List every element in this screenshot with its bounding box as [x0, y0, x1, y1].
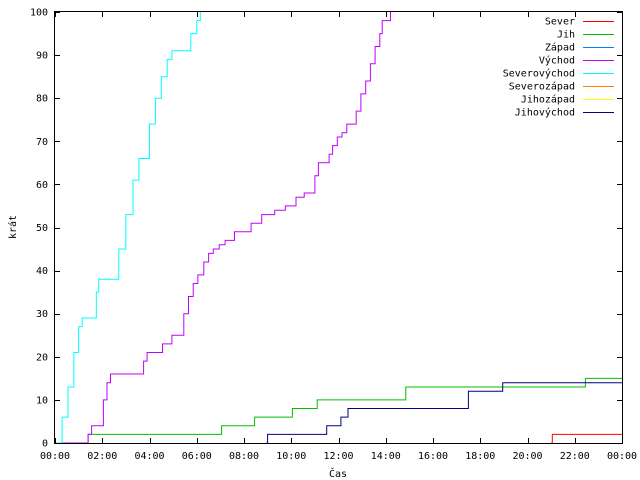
y-tick-label: 90: [36, 51, 48, 62]
y-tick-label: 30: [36, 309, 48, 320]
y-tick-label: 70: [36, 137, 48, 148]
legend-label: Jih: [557, 30, 575, 41]
legend-label: Severozápad: [509, 81, 575, 93]
x-tick-label: 12:00: [323, 451, 353, 462]
legend-label: Jihozápad: [521, 94, 575, 106]
series-line-východ: [55, 12, 391, 444]
series-layer: [55, 12, 622, 444]
legend: Sever JihZápadVýchodSeverovýchodSeverozáp…: [503, 17, 614, 119]
y-tick-label: 40: [36, 266, 48, 277]
x-tick-label: 16:00: [418, 451, 448, 462]
y-axis-label: krát: [7, 215, 19, 239]
y-tick-label: 100: [30, 8, 48, 19]
x-tick-label: 18:00: [465, 451, 495, 462]
y-tick-label: 20: [36, 352, 48, 363]
x-tick-label: 08:00: [229, 451, 259, 462]
series-line-jih: [55, 377, 622, 444]
ticks-layer: 0 10 20 30 40 50 60 70 80 90 100 00:00 02:00 04:00 06:…: [30, 8, 637, 463]
x-axis-label: Čas: [329, 467, 347, 480]
x-tick-label: 00:00: [40, 451, 70, 462]
y-tick-label: 80: [36, 94, 48, 105]
y-tick-label: 60: [36, 180, 48, 191]
x-tick-label: 22:00: [560, 451, 590, 462]
legend-label: Západ: [545, 42, 575, 54]
x-tick-label: 00:00: [607, 451, 637, 462]
legend-label: Severovýchod: [503, 68, 575, 80]
x-tick-label: 06:00: [182, 451, 212, 462]
legend-label: Jihovýchod: [515, 107, 575, 119]
plot-frame: [54, 11, 623, 444]
y-tick-label: 50: [36, 223, 48, 234]
x-tick-label: 04:00: [134, 451, 164, 462]
y-tick-label: 10: [36, 395, 48, 406]
series-line-jihovýchod: [266, 382, 622, 444]
x-tick-label: 14:00: [371, 451, 401, 462]
legend-label: Sever: [545, 17, 575, 28]
x-tick-label: 10:00: [276, 451, 306, 462]
series-line-severovýchod: [55, 12, 201, 444]
y-tick-label: 0: [42, 439, 48, 450]
legend-label: Východ: [539, 55, 575, 67]
x-tick-label: 02:00: [87, 451, 117, 462]
x-tick-label: 20:00: [512, 451, 542, 462]
